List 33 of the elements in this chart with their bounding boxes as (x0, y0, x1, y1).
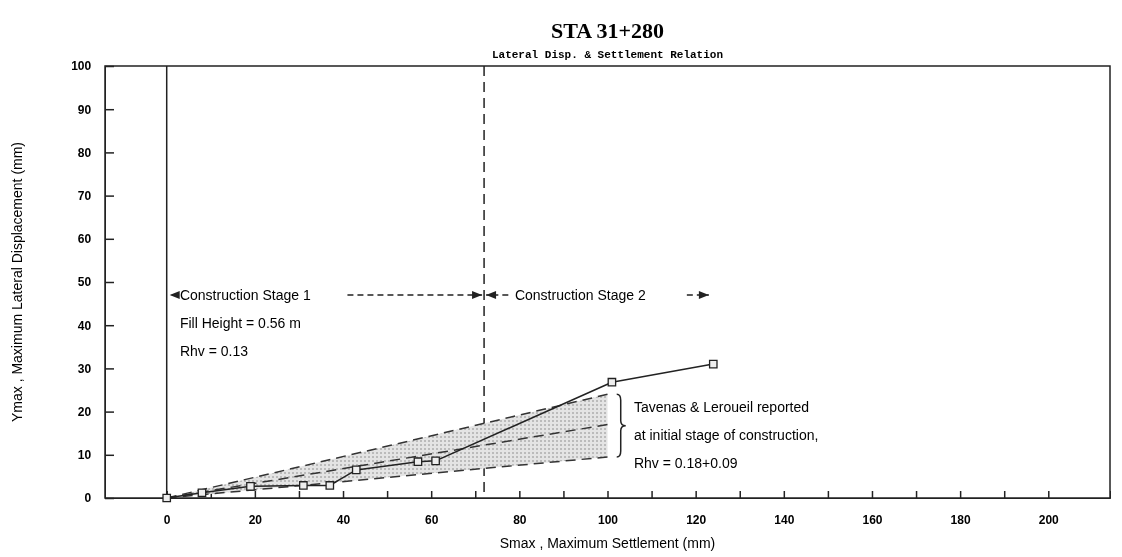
y-tick-label: 90 (77, 102, 92, 117)
x-tick-label: 200 (1038, 512, 1060, 527)
y-tick-label: 30 (77, 361, 92, 376)
y-tick-label: 70 (77, 188, 92, 203)
x-tick-label: 60 (425, 512, 439, 527)
y-tick-label: 80 (77, 145, 92, 160)
y-tick-label: 50 (77, 275, 92, 290)
y-tick-label: 60 (77, 232, 92, 247)
annotation: Rhv = 0.18+0.09 (633, 455, 738, 472)
annotation: Rhv = 0.13 (179, 343, 249, 360)
y-tick-label: 40 (77, 318, 92, 333)
y-axis-title: Ymax , Maximum Lateral Displacement (mm) (9, 141, 25, 423)
x-tick-label: 80 (513, 512, 527, 527)
chart-title: STA 31+280 (551, 18, 664, 43)
annotation: Construction Stage 2 (514, 286, 646, 303)
y-tick-label: 10 (77, 448, 92, 463)
annotation: at initial stage of construction, (633, 427, 819, 444)
x-tick-label: 120 (686, 512, 707, 527)
x-tick-label: 0 (163, 512, 171, 527)
y-tick-label: 20 (77, 404, 92, 419)
x-tick-label: 180 (950, 512, 971, 527)
x-tick-label: 100 (597, 512, 619, 527)
x-tick-label: 140 (774, 512, 795, 527)
annotation: Fill Height = 0.56 m (179, 314, 301, 331)
x-tick-label: 160 (862, 512, 883, 527)
annotation: Tavenas & Leroueil reported (633, 399, 810, 416)
x-tick-label: 40 (336, 512, 351, 527)
y-tick-label: 100 (71, 59, 92, 74)
x-tick-label: 20 (248, 512, 263, 527)
annotation: Construction Stage 1 (179, 286, 311, 303)
chart-subtitle: Lateral Disp. & Settlement Relation (491, 49, 724, 61)
x-axis-title: Smax , Maximum Settlement (mm) (499, 535, 716, 551)
y-tick-label: 0 (84, 491, 92, 506)
